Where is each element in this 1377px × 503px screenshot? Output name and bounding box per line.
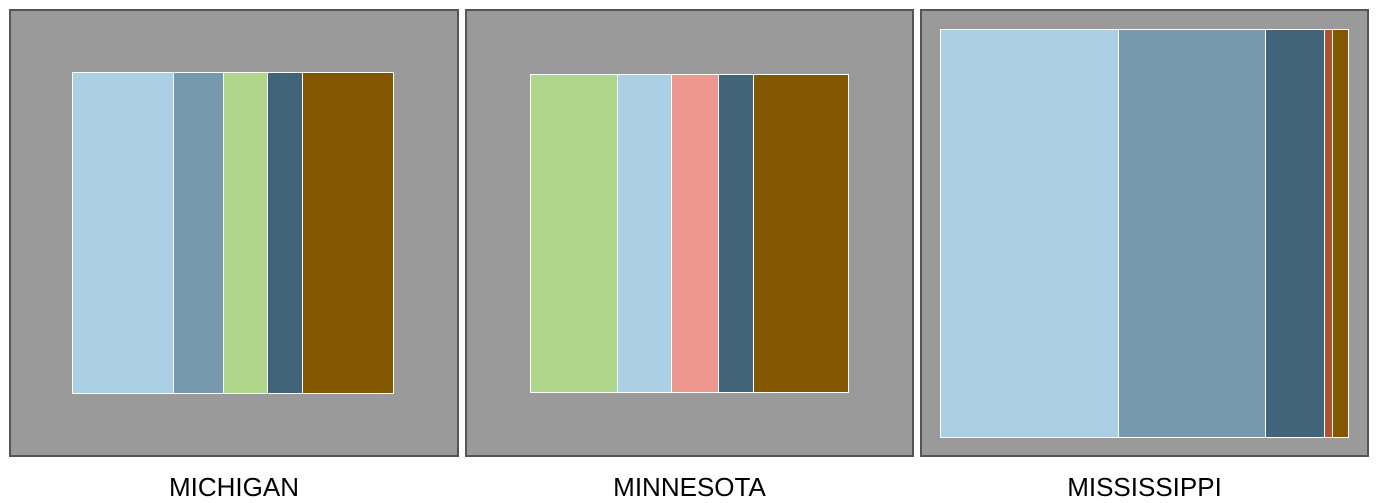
segment-3 <box>223 73 267 393</box>
segment-5 <box>1332 30 1348 437</box>
segment-2 <box>173 73 223 393</box>
minnesota-square <box>530 74 849 393</box>
segment-1 <box>941 30 1118 437</box>
mississippi-square <box>940 29 1349 438</box>
panel-minnesota <box>465 9 914 457</box>
label-mississippi: MISSISSIPPI <box>1067 472 1222 502</box>
segment-5 <box>753 75 848 392</box>
segment-3 <box>1265 30 1324 437</box>
segment-3 <box>671 75 718 392</box>
segment-1 <box>73 73 173 393</box>
panel-michigan <box>9 9 459 457</box>
panel-mississippi <box>920 9 1369 457</box>
segment-2 <box>617 75 671 392</box>
segment-5 <box>302 73 393 393</box>
segment-4 <box>1324 30 1332 437</box>
michigan-square <box>72 72 394 394</box>
segment-4 <box>267 73 302 393</box>
label-michigan: MICHIGAN <box>169 472 299 502</box>
segment-4 <box>718 75 753 392</box>
segment-1 <box>531 75 617 392</box>
segment-2 <box>1118 30 1265 437</box>
label-minnesota: MINNESOTA <box>613 472 766 502</box>
